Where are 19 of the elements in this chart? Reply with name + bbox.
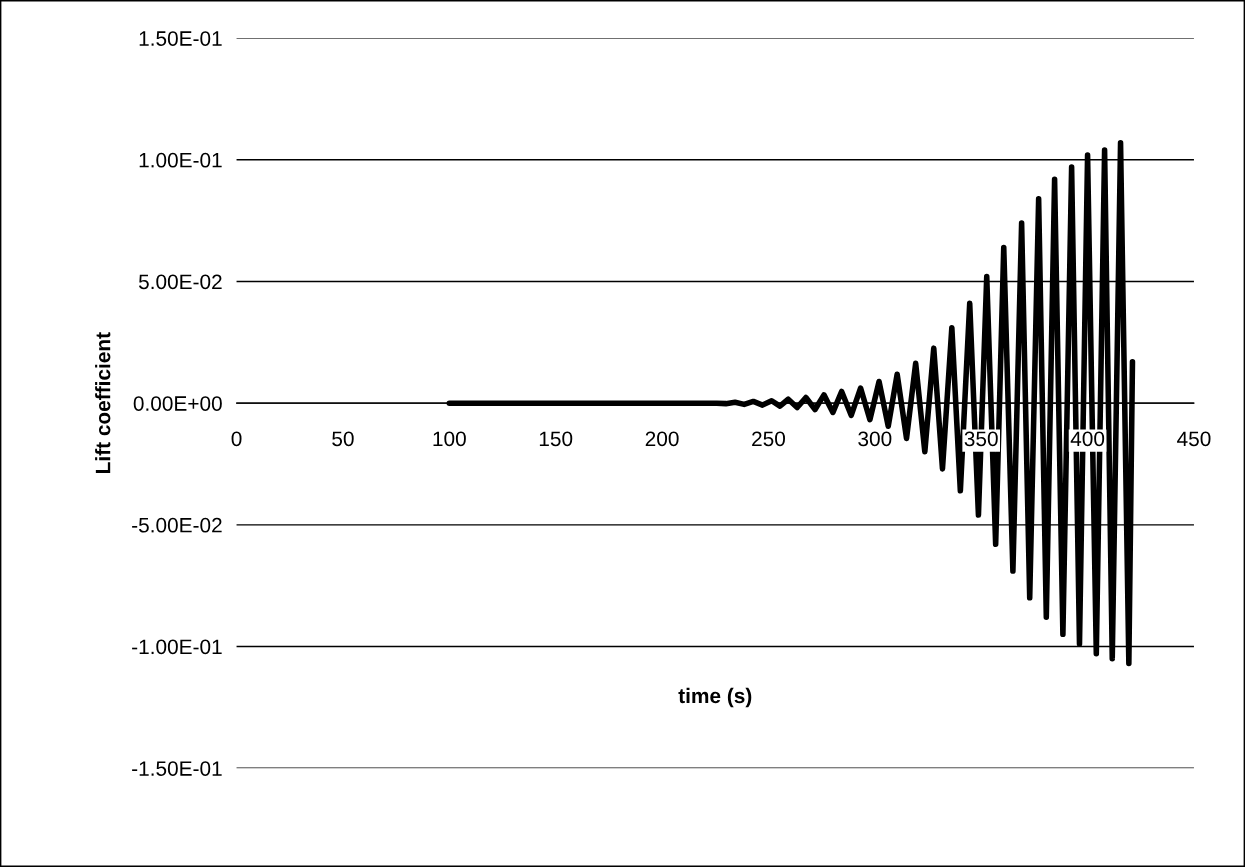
y-tick-label: 5.00E-02 [138,274,222,290]
y-axis-title: Lift coefficient [95,332,111,473]
x-tick-label: 250 [752,431,786,447]
x-tick-label: 0 [231,431,242,447]
x-tick-label: 400 [1070,431,1105,447]
y-tick-label: 0.00E+00 [133,396,222,411]
x-tick-label: 200 [645,431,679,447]
x-axis-title: time (s) [678,687,752,708]
y-tick-label: -1.50E-01 [132,761,222,776]
y-tick-label: -5.00E-02 [132,517,222,533]
x-tick-label: 150 [539,431,573,447]
x-tick-label: 100 [433,431,466,447]
x-tick-label: 50 [332,431,354,447]
x-tick-label: 450 [1177,431,1211,447]
y-tick-label: 1.00E-01 [139,152,222,168]
x-tick-label: 350 [964,431,998,447]
x-tick-label: 300 [858,431,892,447]
y-tick-label: -1.00E-01 [132,639,222,655]
y-tick-label: 1.50E-01 [139,31,222,46]
